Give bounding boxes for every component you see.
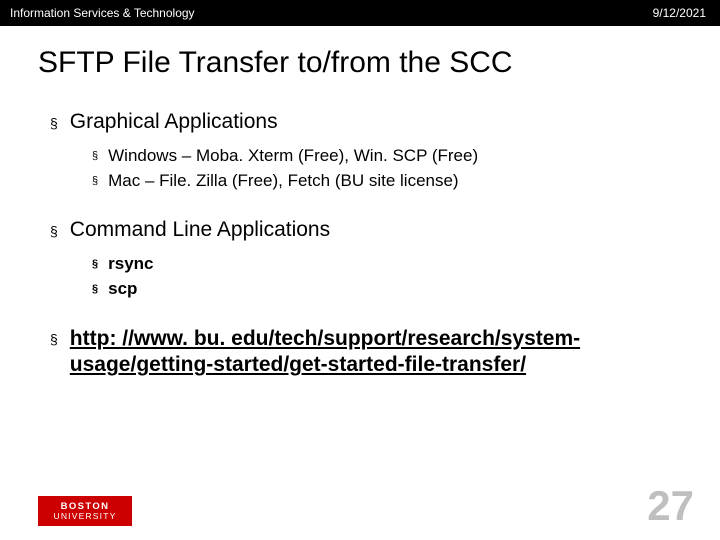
header-bar: Information Services & Technology 9/12/2… [0,0,720,26]
bullet-mac-text: Mac – File. Zilla (Free), Fetch (BU site… [108,171,458,191]
logo-line2: UNIVERSITY [53,512,116,521]
sub-list-cli: § rsync § scp [50,252,720,300]
sub-list-graphical: § Windows – Moba. Xterm (Free), Win. SCP… [50,144,720,192]
bullet-graphical-text: Graphical Applications [70,110,278,134]
bullet-cli-text: Command Line Applications [70,218,330,242]
bullet-marker-icon: § [50,326,58,352]
logo-line1: BOSTON [61,502,110,512]
header-date: 9/12/2021 [653,6,706,20]
bullet-marker-icon: § [92,279,98,300]
bullet-graphical-heading: § Graphical Applications [50,110,720,136]
bullet-cli-heading: § Command Line Applications [50,218,720,244]
bullet-rsync-text: rsync [108,254,153,274]
section-graphical: § Graphical Applications § Windows – Mob… [50,110,720,192]
boston-university-logo: BOSTON UNIVERSITY [38,496,132,526]
page-number: 27 [647,482,694,530]
bullet-marker-icon: § [50,110,58,136]
bullet-mac: § Mac – File. Zilla (Free), Fetch (BU si… [92,171,720,192]
bullet-link: § http: //www. bu. edu/tech/support/rese… [50,326,720,379]
bullet-windows: § Windows – Moba. Xterm (Free), Win. SCP… [92,146,720,167]
bullet-windows-text: Windows – Moba. Xterm (Free), Win. SCP (… [108,146,478,166]
bullet-marker-icon: § [92,146,98,167]
header-org: Information Services & Technology [10,6,195,20]
bullet-scp: § scp [92,279,720,300]
bullet-marker-icon: § [92,171,98,192]
bullet-marker-icon: § [50,218,58,244]
page-title: SFTP File Transfer to/from the SCC [0,26,720,80]
bullet-rsync: § rsync [92,254,720,275]
bullet-scp-text: scp [108,279,137,299]
bullet-marker-icon: § [92,254,98,275]
section-cli: § Command Line Applications § rsync § sc… [50,218,720,300]
link-text[interactable]: http: //www. bu. edu/tech/support/resear… [70,326,670,379]
slide: Information Services & Technology 9/12/2… [0,0,720,540]
content-area: § Graphical Applications § Windows – Mob… [0,80,720,379]
section-link: § http: //www. bu. edu/tech/support/rese… [50,326,720,379]
